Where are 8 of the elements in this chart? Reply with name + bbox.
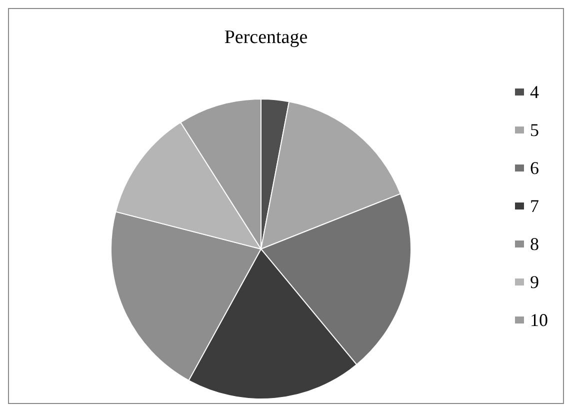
legend-label: 8 xyxy=(530,234,539,254)
legend-label: 10 xyxy=(530,310,548,330)
legend-label: 6 xyxy=(530,158,539,178)
legend-label: 7 xyxy=(530,196,539,216)
chart-title: Percentage xyxy=(224,27,308,48)
legend-label: 9 xyxy=(530,272,539,292)
legend-label: 5 xyxy=(530,120,539,140)
legend-label: 4 xyxy=(530,82,539,102)
